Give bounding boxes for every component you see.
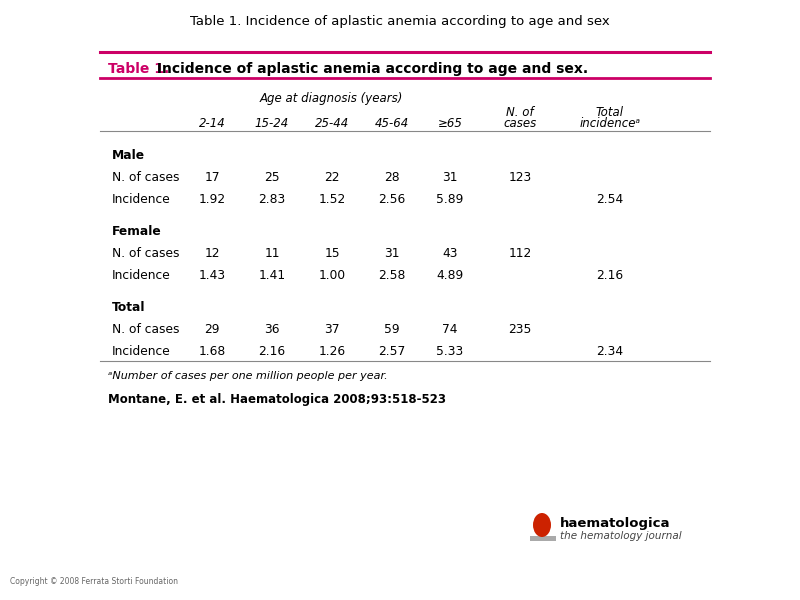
Text: the hematology journal: the hematology journal xyxy=(560,531,682,541)
Text: 2.83: 2.83 xyxy=(258,193,286,206)
Text: cases: cases xyxy=(503,117,537,130)
Text: 5.33: 5.33 xyxy=(436,345,464,358)
Text: 2.16: 2.16 xyxy=(258,345,286,358)
Text: 43: 43 xyxy=(442,247,458,260)
Text: 2.54: 2.54 xyxy=(596,193,624,206)
Text: 25-44: 25-44 xyxy=(315,117,349,130)
Text: 59: 59 xyxy=(384,323,400,336)
Text: 74: 74 xyxy=(442,323,458,336)
Text: N. of cases: N. of cases xyxy=(112,247,179,260)
Text: 235: 235 xyxy=(508,323,532,336)
Text: 1.68: 1.68 xyxy=(198,345,226,358)
Ellipse shape xyxy=(533,513,551,537)
Text: N. of: N. of xyxy=(506,106,534,119)
Text: 4.89: 4.89 xyxy=(436,269,464,282)
Text: 28: 28 xyxy=(384,171,400,184)
Text: 25: 25 xyxy=(264,171,280,184)
Text: ≥65: ≥65 xyxy=(438,117,462,130)
Text: N. of cases: N. of cases xyxy=(112,171,179,184)
Text: 1.92: 1.92 xyxy=(198,193,226,206)
Text: 2.34: 2.34 xyxy=(597,345,623,358)
Text: 2.56: 2.56 xyxy=(378,193,406,206)
Text: Age at diagnosis (years): Age at diagnosis (years) xyxy=(259,92,402,105)
Text: 15-24: 15-24 xyxy=(255,117,289,130)
Text: 1.26: 1.26 xyxy=(318,345,346,358)
Text: 15: 15 xyxy=(324,247,340,260)
Text: 2.16: 2.16 xyxy=(597,269,623,282)
Text: Table 1. Incidence of aplastic anemia according to age and sex: Table 1. Incidence of aplastic anemia ac… xyxy=(190,15,610,28)
Text: Montane, E. et al. Haematologica 2008;93:518-523: Montane, E. et al. Haematologica 2008;93… xyxy=(108,393,446,406)
Text: 31: 31 xyxy=(384,247,400,260)
Text: 2-14: 2-14 xyxy=(198,117,226,130)
Text: 1.41: 1.41 xyxy=(258,269,286,282)
Text: Incidence of aplastic anemia according to age and sex.: Incidence of aplastic anemia according t… xyxy=(152,62,588,76)
Text: 2.57: 2.57 xyxy=(378,345,406,358)
Text: N. of cases: N. of cases xyxy=(112,323,179,336)
Text: Table 1.: Table 1. xyxy=(108,62,170,76)
Text: 11: 11 xyxy=(264,247,280,260)
Text: Total: Total xyxy=(112,301,146,314)
Text: ᵃNumber of cases per one million people per year.: ᵃNumber of cases per one million people … xyxy=(108,371,388,381)
Text: 17: 17 xyxy=(204,171,220,184)
Text: Total: Total xyxy=(596,106,624,119)
Text: 2.58: 2.58 xyxy=(378,269,406,282)
Text: 1.00: 1.00 xyxy=(318,269,346,282)
Text: Copyright © 2008 Ferrata Storti Foundation: Copyright © 2008 Ferrata Storti Foundati… xyxy=(10,577,178,586)
Text: 36: 36 xyxy=(264,323,280,336)
Text: 12: 12 xyxy=(204,247,220,260)
Text: 1.43: 1.43 xyxy=(198,269,226,282)
Bar xyxy=(530,536,556,541)
Text: Incidence: Incidence xyxy=(112,345,170,358)
Text: 22: 22 xyxy=(324,171,340,184)
Text: Female: Female xyxy=(112,225,162,238)
Text: Male: Male xyxy=(112,149,145,162)
Text: haematologica: haematologica xyxy=(560,517,670,530)
Text: 112: 112 xyxy=(508,247,532,260)
Text: 37: 37 xyxy=(324,323,340,336)
Text: 45-64: 45-64 xyxy=(375,117,409,130)
Text: Incidence: Incidence xyxy=(112,193,170,206)
Text: incidenceᵃ: incidenceᵃ xyxy=(579,117,641,130)
Text: 5.89: 5.89 xyxy=(436,193,464,206)
Text: 29: 29 xyxy=(204,323,220,336)
Text: Incidence: Incidence xyxy=(112,269,170,282)
Text: 1.52: 1.52 xyxy=(318,193,346,206)
Text: 31: 31 xyxy=(442,171,458,184)
Text: 123: 123 xyxy=(508,171,532,184)
